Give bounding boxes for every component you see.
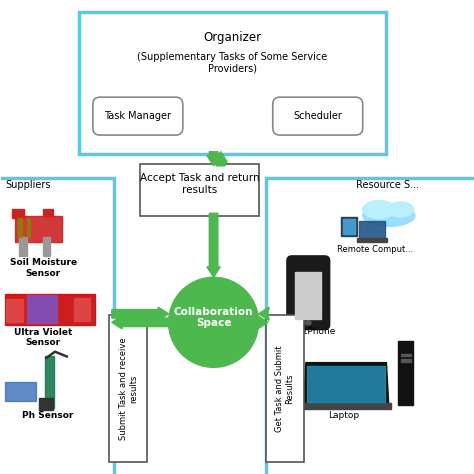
Text: Resource S...: Resource S... (356, 180, 419, 190)
Ellipse shape (363, 201, 396, 219)
FancyArrow shape (207, 213, 220, 277)
FancyBboxPatch shape (0, 178, 114, 474)
Bar (43, 209, 53, 216)
FancyArrow shape (112, 316, 169, 329)
Bar (341, 217, 356, 236)
FancyBboxPatch shape (93, 97, 183, 135)
FancyBboxPatch shape (140, 164, 258, 216)
Text: SmartPhone: SmartPhone (281, 327, 336, 336)
FancyArrow shape (207, 152, 220, 166)
Bar (18, 218, 22, 237)
FancyBboxPatch shape (265, 315, 303, 462)
Text: Remote Comput...: Remote Comput... (337, 245, 413, 254)
Text: Accept Task and return
results: Accept Task and return results (139, 173, 259, 195)
Bar (296, 403, 391, 409)
Text: Organizer: Organizer (203, 31, 262, 44)
Circle shape (169, 277, 258, 367)
Text: (Supplementary Tasks of Some Service
Providers): (Supplementary Tasks of Some Service Pro… (137, 52, 328, 74)
Ellipse shape (305, 321, 311, 325)
Bar (19, 237, 27, 256)
Bar (398, 341, 413, 405)
FancyBboxPatch shape (79, 12, 386, 154)
Bar (5, 382, 36, 401)
Bar (359, 221, 385, 239)
Bar (5, 294, 95, 325)
Bar (6, 299, 23, 322)
Text: Suppliers: Suppliers (5, 180, 51, 190)
Bar (74, 298, 91, 321)
FancyBboxPatch shape (288, 257, 328, 328)
Bar (39, 398, 53, 410)
Bar (43, 237, 50, 256)
Bar (15, 216, 62, 242)
Text: Ultra Violet
Sensor: Ultra Violet Sensor (14, 328, 73, 347)
Bar (27, 295, 57, 323)
Bar (401, 354, 410, 356)
Text: Soil Moisture
Sensor: Soil Moisture Sensor (9, 258, 77, 278)
FancyArrow shape (214, 152, 228, 166)
Text: Scheduler: Scheduler (293, 111, 342, 121)
FancyBboxPatch shape (273, 97, 363, 135)
Text: Submit Task and receive
results: Submit Task and receive results (118, 337, 138, 440)
Bar (401, 359, 410, 362)
Ellipse shape (388, 202, 414, 217)
FancyArrow shape (257, 316, 268, 329)
Bar (356, 238, 387, 242)
FancyBboxPatch shape (109, 315, 147, 462)
Bar (307, 366, 384, 402)
Text: Ph Sensor: Ph Sensor (22, 411, 73, 420)
Polygon shape (303, 363, 389, 405)
Bar (295, 272, 321, 319)
Text: Laptop: Laptop (328, 411, 359, 420)
Bar (343, 219, 355, 234)
Text: Task Manager: Task Manager (104, 111, 171, 121)
Ellipse shape (363, 205, 415, 226)
Text: Collaboration
Space: Collaboration Space (174, 307, 253, 328)
Text: Get Task and Submit
Results: Get Task and Submit Results (275, 346, 294, 432)
FancyArrow shape (112, 307, 169, 320)
Bar (12, 209, 24, 218)
FancyBboxPatch shape (265, 178, 474, 474)
Bar (46, 356, 54, 408)
Bar (27, 218, 30, 237)
FancyArrow shape (258, 307, 269, 320)
